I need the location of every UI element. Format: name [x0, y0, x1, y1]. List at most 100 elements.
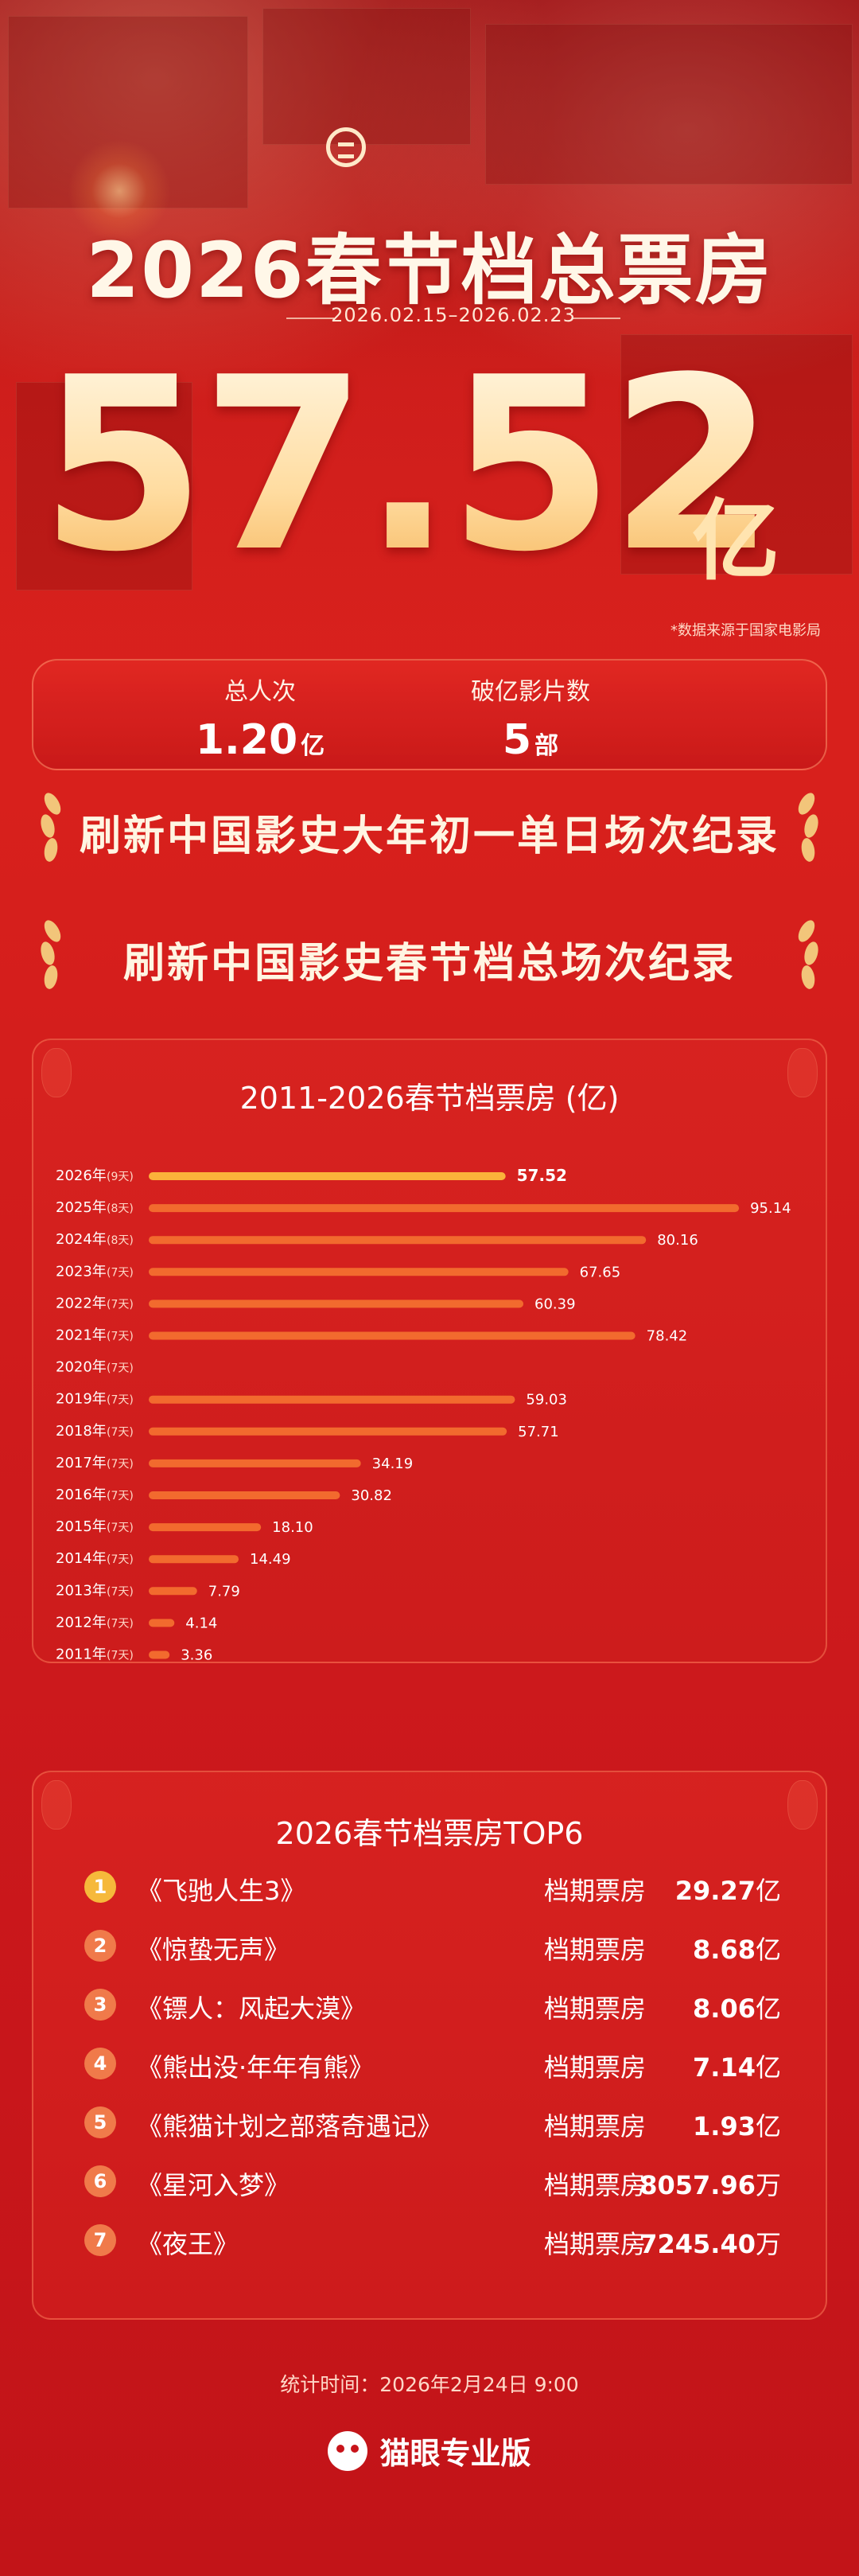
tick-label-days: (7天) [107, 1331, 134, 1343]
tick-label-year: 2023年 [56, 1263, 107, 1280]
firework-decoration [64, 135, 175, 247]
record-line-2: 刷新中国影史春节档总场次纪录 [122, 940, 736, 988]
data-label: 7.79 [208, 1583, 240, 1600]
stat-admissions-value: 1.20 [195, 716, 298, 764]
bar [149, 1459, 361, 1467]
stat-films-label: 破亿影片数 [471, 678, 590, 706]
tick-label-year: 2012年 [56, 1614, 107, 1631]
period-label: 档期票房 [544, 2170, 647, 2200]
film-title: 《熊出没·年年有熊》 [137, 2052, 375, 2083]
maoyan-cat-icon [328, 2430, 368, 2471]
bar [149, 1300, 524, 1308]
film-title: 《夜王》 [137, 2229, 239, 2259]
tick-label-year: 2026年 [56, 1167, 107, 1184]
box-office-amount: 8.06亿 [693, 1989, 781, 2025]
poster-collage-background [0, 0, 859, 653]
tick-label-days: (8天) [107, 1234, 134, 1247]
box-office-amount: 8.68亿 [693, 1930, 781, 1966]
tick-label-days: (7天) [107, 1458, 134, 1471]
laurel-right-icon [787, 790, 821, 871]
total-box-office-unit: 亿 [692, 490, 779, 592]
film-title: 《惊蛰无声》 [137, 1935, 290, 1965]
period-label: 档期票房 [544, 1876, 647, 1906]
data-label: 80.16 [657, 1232, 698, 1249]
amount-value: 8057.96 [639, 2170, 756, 2200]
tick-label-year: 2024年 [56, 1231, 107, 1248]
maoyan-logo-icon [326, 127, 366, 167]
bar [149, 1650, 170, 1659]
amount-value: 8.68 [693, 1935, 756, 1965]
data-label: 95.14 [750, 1200, 791, 1217]
data-label: 3.36 [181, 1647, 212, 1664]
bar [149, 1427, 507, 1436]
rank-badge: 4 [84, 2048, 116, 2079]
amount-value: 29.27 [674, 1876, 756, 1906]
tick-label-year: 2017年 [56, 1455, 107, 1471]
amount-value: 7245.40 [639, 2229, 756, 2259]
rank-badge: 3 [84, 1989, 116, 2021]
bar [149, 1523, 262, 1532]
top-list-title: 2026春节档票房TOP6 [275, 1816, 584, 1851]
data-label: 60.39 [534, 1296, 576, 1312]
bar [149, 1491, 340, 1499]
tick-label-days: (7天) [107, 1585, 134, 1598]
tick-label-year: 2018年 [56, 1423, 107, 1440]
lantern-right-icon [787, 1048, 818, 1097]
amount-unit: 亿 [755, 1993, 781, 2024]
tick-label-year: 2016年 [56, 1487, 107, 1503]
chart-title: 2011-2026春节档票房 (亿) [239, 1081, 620, 1116]
box-office-amount: 7.14亿 [693, 2048, 781, 2084]
rank-badge: 2 [84, 1930, 116, 1962]
stat-films-value: 5 [502, 716, 532, 764]
tick-label-days: (7天) [107, 1266, 134, 1279]
period-label: 档期票房 [544, 2111, 647, 2141]
bar [149, 1395, 515, 1404]
box-office-amount: 1.93亿 [693, 2106, 781, 2143]
stat-films-unit: 部 [534, 732, 559, 760]
bar [149, 1331, 636, 1340]
tick-label-year: 2022年 [56, 1295, 107, 1311]
list-item: 3 《镖人：风起大漠》 档期票房 8.06亿 [57, 1978, 805, 2025]
history-chart-card: 2011-2026春节档票房 (亿) 2026年 (9天) 57.52 2025年 (8… [32, 1039, 827, 1664]
tick-label-year: 2025年 [56, 1199, 107, 1216]
rank-badge: 1 [84, 1871, 116, 1903]
tick-label-days: (7天) [107, 1490, 134, 1502]
rank-badge: 7 [84, 2224, 116, 2256]
total-box-office-value: 57.52 [40, 326, 775, 604]
tick-label-days: (7天) [107, 1617, 134, 1630]
brand-name: 猫眼专业版 [379, 2436, 531, 2471]
list-item: 5 《熊猫计划之部落奇遇记》 档期票房 1.93亿 [57, 2095, 805, 2143]
stat-admissions-unit: 亿 [301, 732, 325, 760]
box-office-amount: 8057.96万 [639, 2165, 781, 2202]
period-label: 档期票房 [544, 1993, 647, 2024]
data-label: 78.42 [647, 1328, 688, 1345]
film-title: 《镖人：风起大漠》 [137, 1993, 367, 2024]
tick-label-year: 2019年 [56, 1391, 107, 1408]
amount-unit: 万 [755, 2229, 781, 2259]
top-films-card: 2026春节档票房TOP6 1 《飞驰人生3》 档期票房 29.27亿 2 《惊蛰无声》档… [32, 1771, 827, 2320]
amount-unit: 亿 [755, 1935, 781, 1965]
amount-value: 8.06 [693, 1993, 756, 2024]
period-label: 档期票房 [544, 2229, 647, 2259]
data-source-note: *数据来源于国家电影局 [670, 622, 821, 639]
tick-label-days: (7天) [107, 1650, 134, 1662]
tick-label-year: 2014年 [56, 1550, 107, 1567]
data-label: 57.71 [518, 1424, 559, 1440]
stat-time: 统计时间：2026年2月24日 9:00 [280, 2373, 579, 2396]
list-item: 2 《惊蛰无声》 档期票房 8.68亿 [57, 1919, 805, 1966]
bar [149, 1619, 175, 1627]
amount-unit: 亿 [755, 1876, 781, 1906]
tick-label-days: (7天) [107, 1298, 134, 1311]
tick-label-year: 2015年 [56, 1518, 107, 1535]
period-label: 档期票房 [544, 1935, 647, 1965]
amount-value: 7.14 [693, 2052, 756, 2083]
tick-label-days: (7天) [107, 1522, 134, 1534]
list-item: 7 《夜王》 档期票房 7245.40万 [57, 2213, 805, 2261]
amount-unit: 亿 [755, 2052, 781, 2083]
data-label: 59.03 [526, 1392, 567, 1409]
amount-unit: 亿 [755, 2111, 781, 2141]
data-label: 34.19 [372, 1456, 414, 1472]
bar [149, 1587, 197, 1596]
bar [149, 1172, 506, 1180]
